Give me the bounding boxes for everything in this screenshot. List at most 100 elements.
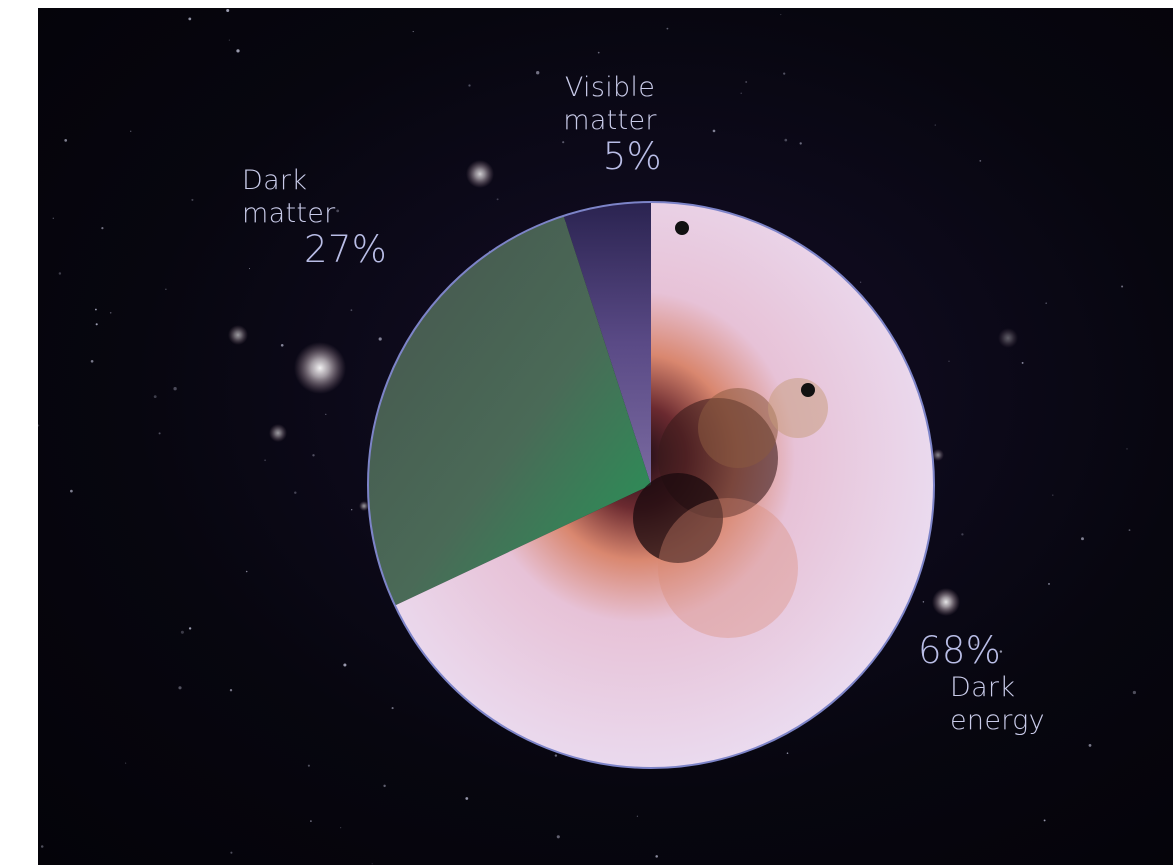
star	[1021, 361, 1024, 364]
star	[343, 663, 347, 667]
star	[1043, 819, 1046, 822]
star	[948, 360, 950, 362]
star	[230, 851, 233, 854]
star	[228, 39, 230, 41]
star	[1048, 582, 1050, 585]
star	[786, 752, 789, 754]
star	[191, 198, 194, 201]
star	[269, 424, 287, 442]
star	[173, 387, 177, 391]
star	[336, 209, 340, 213]
star	[1045, 302, 1047, 305]
star	[922, 601, 925, 603]
star	[636, 815, 639, 817]
star	[40, 845, 44, 848]
star	[562, 141, 565, 144]
pie-slice-dark-matter	[368, 215, 651, 606]
star	[780, 14, 782, 16]
star	[294, 491, 297, 494]
nebula-blotch	[698, 388, 778, 468]
label-dark-matter: Dark matter 27%	[242, 164, 402, 270]
star	[961, 533, 964, 536]
star	[666, 27, 669, 30]
space-background: Visible matter 5% Dark matter 27% 68% Da…	[38, 8, 1173, 865]
star	[783, 72, 786, 75]
star	[934, 124, 936, 126]
star	[391, 707, 394, 710]
star	[52, 217, 54, 219]
star	[38, 424, 40, 427]
star	[188, 627, 192, 630]
star	[58, 272, 62, 275]
label-dark-energy-percent: 68%	[918, 629, 1002, 672]
star	[496, 198, 499, 201]
star	[310, 820, 312, 822]
star	[340, 827, 342, 829]
star	[165, 288, 167, 290]
pie-texture	[633, 221, 828, 638]
star	[556, 835, 560, 839]
star	[180, 630, 184, 634]
star	[125, 762, 127, 764]
star	[554, 754, 558, 757]
label-visible-matter: Visible matter 5%	[550, 71, 670, 177]
label-dark-energy-line1: Dark	[950, 672, 1016, 703]
star	[1081, 537, 1084, 541]
star	[70, 489, 73, 493]
label-dark-matter-percent: 27%	[304, 228, 388, 271]
star	[94, 308, 97, 311]
star	[188, 17, 192, 21]
nebula-blotch	[768, 378, 828, 438]
star	[109, 312, 112, 314]
star	[178, 686, 182, 690]
star	[228, 325, 248, 345]
label-visible-matter-line2: matter	[563, 105, 657, 136]
star	[784, 138, 788, 142]
star	[998, 328, 1018, 348]
star	[932, 588, 960, 616]
label-dark-matter-line1: Dark	[242, 165, 308, 196]
star	[740, 92, 742, 94]
pie-chart	[38, 8, 1137, 865]
star	[999, 650, 1003, 653]
star	[536, 71, 540, 75]
label-dark-matter-line2: matter	[242, 198, 336, 229]
star	[153, 395, 157, 399]
star	[294, 342, 346, 394]
star	[101, 227, 104, 230]
star	[860, 281, 862, 283]
star	[974, 643, 977, 647]
star	[466, 160, 494, 188]
star	[1132, 690, 1137, 695]
star	[229, 689, 233, 692]
star	[307, 764, 310, 767]
star	[468, 84, 471, 87]
pie-outline	[367, 201, 935, 769]
star	[383, 784, 386, 788]
nebula-blotch	[633, 473, 723, 563]
label-dark-energy-line2: energy	[950, 705, 1045, 736]
star	[1121, 285, 1124, 288]
star	[412, 31, 414, 33]
star	[226, 8, 230, 13]
star	[932, 449, 944, 461]
star	[1052, 494, 1054, 496]
star	[1088, 744, 1092, 747]
star	[264, 459, 266, 462]
star	[130, 130, 132, 132]
star	[236, 49, 240, 53]
star	[655, 855, 658, 858]
star	[245, 570, 248, 573]
label-visible-matter-percent: 5%	[602, 135, 662, 178]
star	[712, 129, 716, 133]
star	[1128, 529, 1131, 531]
star	[799, 142, 802, 145]
star	[325, 413, 327, 415]
star	[312, 454, 315, 457]
label-dark-energy: 68% Dark energy	[918, 631, 1078, 737]
star	[351, 509, 353, 511]
star	[1126, 448, 1128, 450]
label-visible-matter-line1: Visible	[564, 72, 656, 103]
star	[597, 51, 600, 54]
star	[280, 343, 284, 347]
